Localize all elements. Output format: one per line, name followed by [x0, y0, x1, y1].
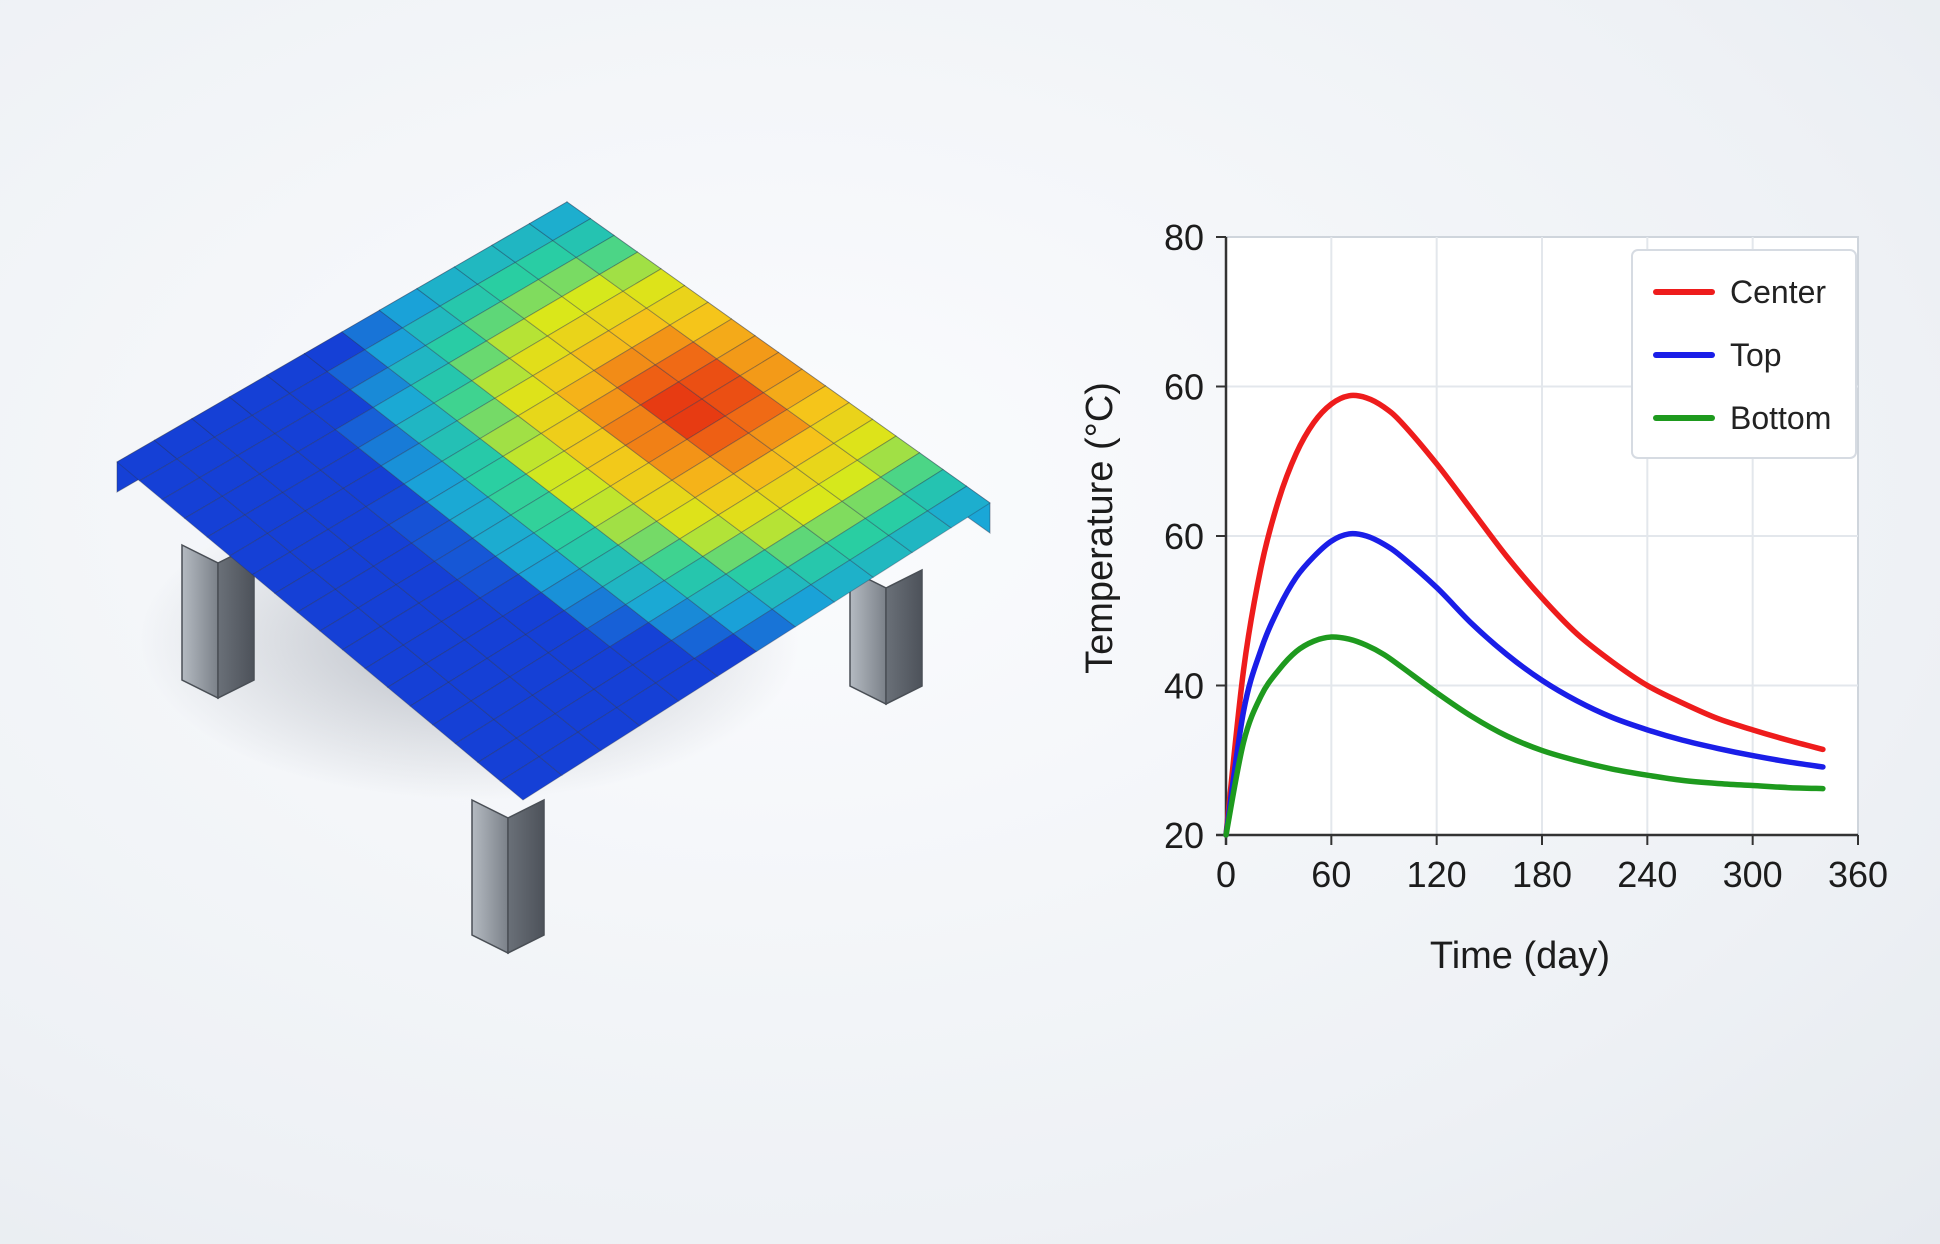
x-tick-label: 300	[1723, 854, 1783, 895]
x-tick-label: 120	[1407, 854, 1467, 895]
y-tick-label: 20	[1164, 815, 1204, 856]
x-tick-label: 240	[1617, 854, 1677, 895]
slab-legs-front	[471, 798, 545, 955]
chart-axes	[1216, 236, 1859, 845]
slab-legs-back	[181, 543, 923, 706]
slab-leg-front	[471, 798, 545, 955]
x-tick-label: 60	[1311, 854, 1351, 895]
x-tick-label: 180	[1512, 854, 1572, 895]
slab-leg-left	[181, 543, 255, 700]
series-line-bottom	[1223, 634, 1826, 838]
y-tick-label: 80	[1164, 217, 1204, 258]
slab-top-cell	[926, 485, 991, 529]
leg-side-face	[507, 798, 545, 955]
x-tick-label: 360	[1828, 854, 1888, 895]
legend-box	[1631, 249, 1857, 459]
slab-leg-right	[849, 568, 923, 706]
chart-legend: Center Top Bottom	[1631, 249, 1857, 459]
y-tick-label: 60	[1164, 367, 1204, 408]
series-line-top	[1223, 530, 1826, 838]
x-axis-title: Time (day)	[1430, 935, 1610, 977]
leg-side-face	[885, 568, 923, 706]
slab-surface	[116, 201, 991, 801]
legend-label-top: Top	[1730, 337, 1782, 373]
y-tick-label: 40	[1164, 666, 1204, 707]
x-tick-label: 0	[1216, 854, 1236, 895]
y-tick-label: 60	[1164, 516, 1204, 557]
y-axis-title: Temperature (°C)	[1079, 382, 1121, 674]
legend-label-bottom: Bottom	[1730, 400, 1831, 436]
slab-heat-map-model	[116, 201, 991, 955]
series-line-center	[1223, 392, 1826, 838]
legend-label-center: Center	[1730, 274, 1826, 310]
chart-ticks: 0 60 120 180 240 300 360 20 40 60 60 80	[1164, 217, 1888, 895]
chart-series	[1223, 392, 1826, 838]
